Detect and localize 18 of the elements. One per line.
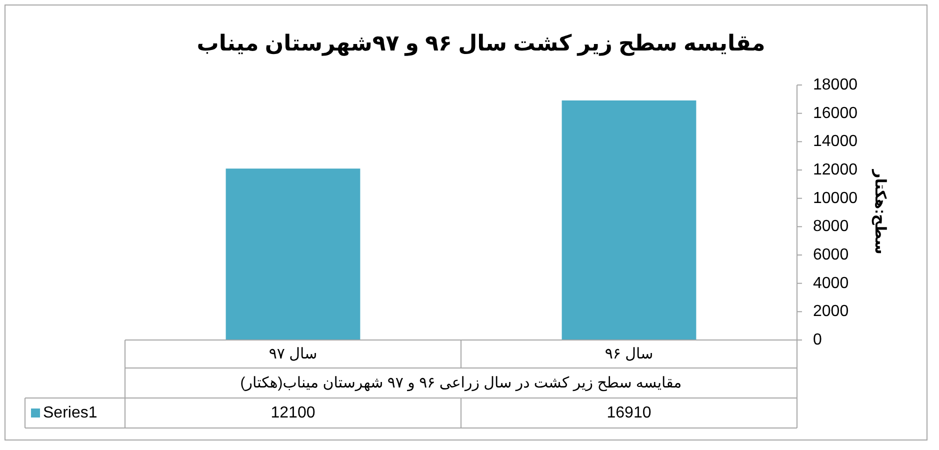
y-tick-label: 10000 [813, 190, 858, 207]
y-tick-label: 14000 [813, 133, 858, 150]
y-tick-label: 16000 [813, 104, 858, 122]
y-tick-label: 0 [813, 332, 822, 348]
y-axis-title: سطح:هکتار [872, 168, 888, 254]
y-tick-label: 6000 [813, 246, 849, 264]
y-tick-label: 18000 [813, 76, 858, 94]
data-label: 16910 [606, 404, 652, 422]
x-axis-title: مقایسه سطح زیر کشت در سال زراعی ۹۶ و ۹۷ شهرستان میناب(هکتار) [240, 374, 682, 392]
legend-label: Series1 [43, 404, 98, 422]
x-tick-label: سال ۹۷ [268, 346, 318, 362]
y-tick-label: 2000 [813, 303, 849, 320]
data-label: 12100 [270, 404, 316, 422]
y-tick-label: 4000 [813, 274, 849, 292]
chart-title: مقایسه سطح زیر کشت سال ۹۶ و ۹۷شهرستان میناب [196, 30, 766, 56]
x-tick-label: سال ۹۶ [604, 346, 654, 362]
y-tick-label: 8000 [813, 218, 849, 236]
y-tick-label: 12000 [813, 162, 858, 178]
